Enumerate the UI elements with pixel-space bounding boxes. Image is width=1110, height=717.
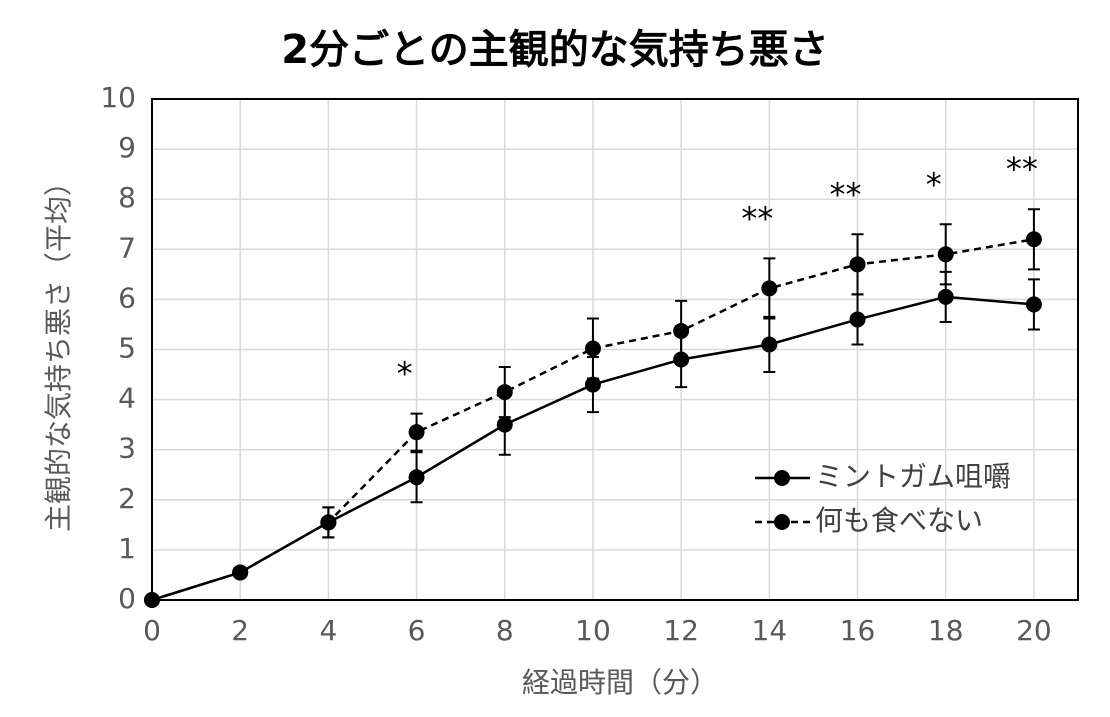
x-tick-label: 4 (319, 614, 337, 647)
data-point (761, 336, 778, 353)
y-tick-label: 4 (118, 382, 136, 415)
x-tick-label: 16 (840, 614, 876, 647)
legend-label: ミントガム咀嚼 (815, 460, 1011, 493)
y-tick-label: 7 (118, 231, 136, 264)
annotation: * (926, 165, 942, 203)
data-point (408, 424, 425, 441)
y-tick-label: 8 (118, 181, 136, 214)
x-tick-label: 18 (928, 614, 964, 647)
y-tick-label: 5 (118, 332, 136, 365)
data-point (849, 256, 866, 273)
data-point (496, 416, 513, 433)
x-tick-label: 2 (231, 614, 249, 647)
x-axis-label: 経過時間（分） (522, 666, 718, 699)
data-point (408, 469, 425, 486)
y-axis-label: 主観的な気持ち悪さ（平均） (42, 168, 75, 532)
data-point (584, 340, 601, 357)
annotation: ** (741, 199, 773, 237)
y-tick-label: 6 (118, 281, 136, 314)
y-tick-label: 2 (118, 482, 136, 515)
x-tick-label: 20 (1016, 614, 1052, 647)
legend-marker (774, 470, 790, 486)
legend-marker (774, 514, 790, 530)
x-tick-label: 12 (663, 614, 699, 647)
data-point (584, 376, 601, 393)
data-point (1025, 231, 1042, 248)
x-tick-label: 10 (575, 614, 611, 647)
data-point (761, 280, 778, 297)
y-tick-label: 3 (118, 432, 136, 465)
data-point (320, 514, 337, 531)
data-point (849, 311, 866, 328)
y-tick-label: 1 (118, 532, 136, 565)
x-tick-label: 6 (408, 614, 426, 647)
data-point (1025, 296, 1042, 313)
annotation: * (397, 355, 413, 393)
data-point (937, 246, 954, 263)
data-point (673, 322, 690, 339)
x-tick-label: 0 (143, 614, 161, 647)
data-point (144, 592, 160, 608)
plot-frame (151, 98, 1079, 601)
y-tick-label: 0 (118, 582, 136, 615)
series-line (151, 238, 1035, 602)
data-point (496, 384, 513, 401)
data-point (937, 288, 954, 305)
x-tick-label: 8 (496, 614, 514, 647)
annotation: ** (1006, 150, 1038, 188)
annotation: ** (830, 175, 862, 213)
legend-label: 何も食べない (815, 504, 983, 537)
x-tick-label: 14 (752, 614, 788, 647)
y-tick-label: 10 (100, 81, 136, 114)
chart-title: 2分ごとの主観的な気持ち悪さ (281, 27, 828, 73)
y-tick-label: 9 (118, 131, 136, 164)
data-point (232, 564, 249, 581)
